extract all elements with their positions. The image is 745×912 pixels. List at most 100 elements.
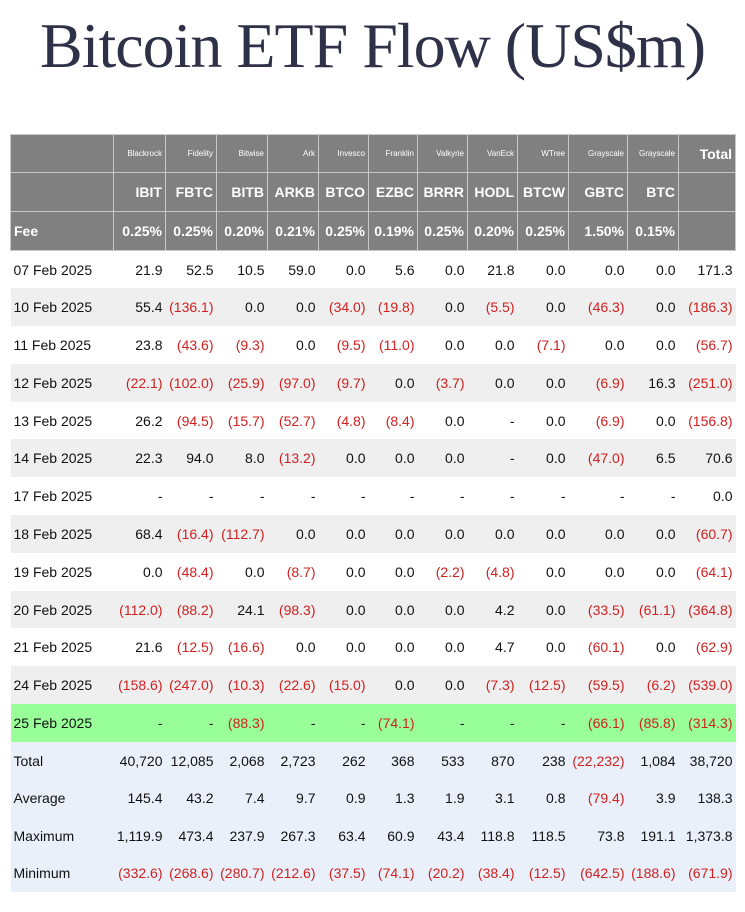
flow-cell: (88.3) — [216, 704, 268, 742]
flow-cell: (112.0) — [113, 590, 166, 629]
flow-cell: 4.7 — [467, 628, 518, 667]
flow-cell: (25.9) — [216, 363, 268, 402]
flow-cell: (102.0) — [165, 363, 217, 402]
table-row: 17 Feb 2025- - - - - - - - - - -0.0 — [10, 477, 736, 516]
header-cell — [678, 211, 736, 251]
header-cell: 0.19% — [368, 211, 418, 251]
flow-cell: - — [216, 477, 268, 516]
table-row: 11 Feb 2025 23.8 (43.6) (9.3) 0.0 (9.5) (11.0)… — [10, 326, 736, 364]
summary-row: Maximum 1,119.9 473.4 237.9 267.3 63.4 60.9 43.… — [10, 817, 736, 855]
flow-cell: 0.0 — [318, 250, 369, 289]
flow-cell: 0.0 — [216, 552, 268, 591]
flow-cell: 0.0 — [517, 590, 569, 629]
summary-cell: 262 — [318, 741, 369, 780]
flow-cell: 0.0 — [568, 326, 628, 364]
flow-cell: - — [267, 704, 319, 742]
flow-cell: 0.0 — [517, 439, 569, 478]
summary-cell: 73.8 — [568, 817, 628, 855]
table-row: 10 Feb 2025 55.4 (136.1) 0.0 0.0 (34.0) (19.8)… — [10, 288, 736, 327]
flow-cell: - — [417, 704, 468, 742]
flow-cell: 10.5 — [216, 250, 268, 289]
flow-cell: 52.5 — [165, 250, 217, 289]
summary-cell: 43.4 — [417, 817, 468, 855]
flow-cell: 0.0 — [568, 515, 628, 553]
flow-cell: 0.0 — [417, 401, 468, 440]
table-row: 21 Feb 2025 21.6 (12.5) (16.6) 0.0 0.0 0.0 0.0 4… — [10, 628, 736, 667]
flow-cell: 0.0 — [627, 515, 679, 553]
flow-cell: (48.4) — [165, 552, 217, 591]
flow-cell: 24.1 — [216, 590, 268, 629]
summary-cell: (12.5) — [517, 854, 569, 893]
flow-cell: (97.0) — [267, 363, 319, 402]
flow-cell: 0.0 — [368, 363, 418, 402]
date-cell: 19 Feb 2025 — [10, 552, 114, 591]
summary-cell: 7.4 — [216, 779, 268, 818]
header-cell: 1.50% — [568, 211, 628, 251]
header-cell: 0.20% — [467, 211, 518, 251]
flow-cell: (60.1) — [568, 628, 628, 667]
header-cell: 0.25% — [318, 211, 369, 251]
flow-cell: (12.5) — [517, 666, 569, 705]
header-cell: Grayscale — [568, 134, 628, 173]
flow-cell: 0.0 — [467, 515, 518, 553]
summary-cell: 1.3 — [368, 779, 418, 818]
flow-cell: - — [113, 477, 166, 516]
flow-cell: 59.0 — [267, 250, 319, 289]
header-cell: 0.20% — [216, 211, 268, 251]
flow-cell: 0.0 — [417, 666, 468, 705]
summary-cell: (280.7) — [216, 854, 268, 893]
flow-cell: 0.0 — [318, 439, 369, 478]
summary-label: Total — [10, 741, 114, 780]
header-cell: BTCW — [517, 172, 569, 212]
header-cell: WTree — [517, 134, 569, 173]
flow-cell: 0.0 — [368, 552, 418, 591]
table-row: 20 Feb 2025 (112.0) (88.2) 24.1 (98.3) 0.0 0.0… — [10, 590, 736, 629]
flow-cell: 0.0 — [517, 401, 569, 440]
table-row: 18 Feb 2025 68.4 (16.4) (112.7) 0.0 0.0 0.0 0.0… — [10, 515, 736, 553]
table-row: 12 Feb 2025 (22.1) (102.0) (25.9) (97.0) (9.7… — [10, 363, 736, 402]
flow-cell: (22.1) — [113, 363, 166, 402]
summary-cell: 473.4 — [165, 817, 217, 855]
summary-cell: 138.3 — [678, 779, 736, 818]
flow-cell: (52.7) — [267, 401, 319, 440]
flow-cell: (4.8) — [318, 401, 369, 440]
header-cell: 0.15% — [627, 211, 679, 251]
header-cell: Valkyrie — [417, 134, 468, 173]
summary-cell: 60.9 — [368, 817, 418, 855]
summary-cell: 2,723 — [267, 741, 319, 780]
date-cell: 14 Feb 2025 — [10, 439, 114, 478]
flow-cell: (186.3) — [678, 288, 736, 327]
flow-cell: (5.5) — [467, 288, 518, 327]
header-cell: BTC — [627, 172, 679, 212]
summary-cell: 2,068 — [216, 741, 268, 780]
flow-cell: (15.0) — [318, 666, 369, 705]
header-cell: Fidelity — [165, 134, 217, 173]
header-cell: 0.25% — [417, 211, 468, 251]
summary-cell: 38,720 — [678, 741, 736, 780]
flow-cell: 0.0 — [627, 401, 679, 440]
flow-cell: (136.1) — [165, 288, 217, 327]
summary-cell: 1,084 — [627, 741, 679, 780]
flow-cell: (8.7) — [267, 552, 319, 591]
summary-cell: 3.9 — [627, 779, 679, 818]
flow-cell: (16.6) — [216, 628, 268, 667]
flow-cell: 0.0 — [627, 326, 679, 364]
flow-cell: 0.0 — [267, 515, 319, 553]
flow-cell: 16.3 — [627, 363, 679, 402]
flow-cell: 0.0 — [517, 552, 569, 591]
flow-cell: 6.5 — [627, 439, 679, 478]
summary-cell: 145.4 — [113, 779, 166, 818]
flow-cell: 0.0 — [627, 628, 679, 667]
flow-cell: - — [318, 477, 369, 516]
flow-cell: 0.0 — [267, 326, 319, 364]
summary-label: Maximum — [10, 817, 114, 855]
summary-cell: 40,720 — [113, 741, 166, 780]
flow-cell: 0.0 — [517, 288, 569, 327]
flow-cell: 68.4 — [113, 515, 166, 553]
flow-cell: 0.0 — [267, 288, 319, 327]
ticker-header-row: IBIT FBTC BITB ARKB BTCO EZBC BRRR HODL BTCW GBTC… — [10, 172, 736, 212]
flow-cell: 5.6 — [368, 250, 418, 289]
flow-cell: 0.0 — [216, 288, 268, 327]
summary-label: Minimum — [10, 854, 114, 893]
summary-cell: (22,232) — [568, 741, 628, 780]
